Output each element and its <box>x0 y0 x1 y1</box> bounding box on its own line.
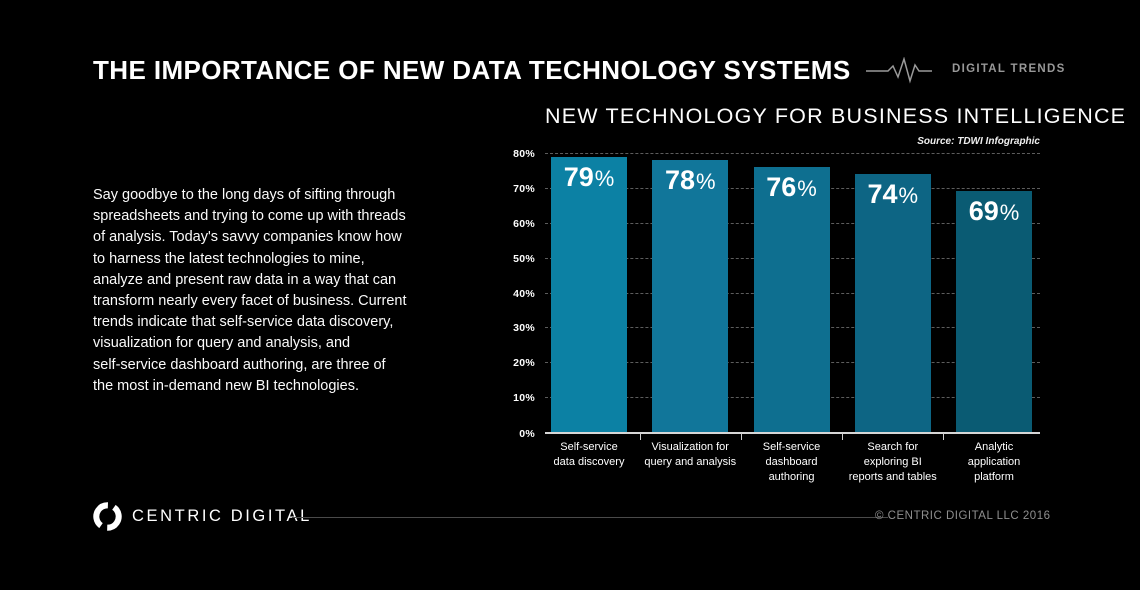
x-axis-labels: Self-service data discovery Visualization… <box>545 440 1040 500</box>
y-axis-tick-label: 70% <box>513 182 535 195</box>
copyright-text: © CENTRIC DIGITAL LLC 2016 <box>875 510 1051 522</box>
bar-value-label: 79% <box>563 161 615 192</box>
intro-paragraph: Say goodbye to the long days of sifting … <box>93 187 407 394</box>
brand-label: DIGITAL TRENDS <box>952 63 1066 75</box>
y-axis-tick-label: 50% <box>513 252 535 265</box>
x-axis-tick <box>943 433 945 440</box>
plot-area: 80% 70% 60% 50% 40% 30% 20% 10% 0% 79% 78% 76% 74% 69… <box>513 148 1040 440</box>
bar-value-label: 76% <box>766 171 817 202</box>
bar-value-label: 78% <box>664 164 716 195</box>
bar-3: 76% <box>753 166 830 432</box>
footer-divider <box>292 517 888 518</box>
y-axis-tick-label: 20% <box>513 357 535 370</box>
x-axis-category-label: Search for exploring BI reports and tabl… <box>848 441 937 483</box>
y-axis-tick-label: 10% <box>513 392 535 405</box>
x-axis-line: 0% <box>519 428 1040 440</box>
bar-value-label: 69% <box>968 196 1020 227</box>
x-axis-category-label: Visualization for query and analysis <box>644 441 737 468</box>
y-axis-tick-label: 80% <box>513 148 535 160</box>
y-gridline: 80% <box>513 148 1040 160</box>
bar-4: 74% <box>854 173 931 432</box>
x-axis-tick <box>740 433 742 440</box>
x-axis-tick <box>842 433 844 440</box>
x-axis-tick <box>639 433 641 440</box>
y-axis-tick-label: 30% <box>513 322 535 335</box>
chart-source: Source: TDWI Infographic <box>917 136 1040 147</box>
y-axis-tick-label: 60% <box>513 217 535 230</box>
chart-title: NEW TECHNOLOGY FOR BUSINESS INTELLIGENCE <box>545 104 1127 128</box>
footer-logo-text: CENTRIC DIGITAL <box>132 507 312 525</box>
bar-1: 79% <box>551 156 627 432</box>
y-axis-tick-label: 40% <box>513 287 535 300</box>
pulse-icon <box>866 57 932 84</box>
x-axis-category-label: Self-service dashboard authoring <box>762 441 821 483</box>
bar-2: 78% <box>652 159 729 432</box>
centric-digital-logo-icon <box>93 502 122 531</box>
bar-value-label: 74% <box>867 178 919 209</box>
x-axis-category-label: Analytic application platform <box>967 441 1021 483</box>
page-title: THE IMPORTANCE OF NEW DATA TECHNOLOGY SY… <box>93 55 851 85</box>
x-axis-category-label: Self-service data discovery <box>553 441 625 468</box>
bar-5: 69% <box>956 191 1032 432</box>
y-axis-tick-label: 0% <box>519 428 535 440</box>
